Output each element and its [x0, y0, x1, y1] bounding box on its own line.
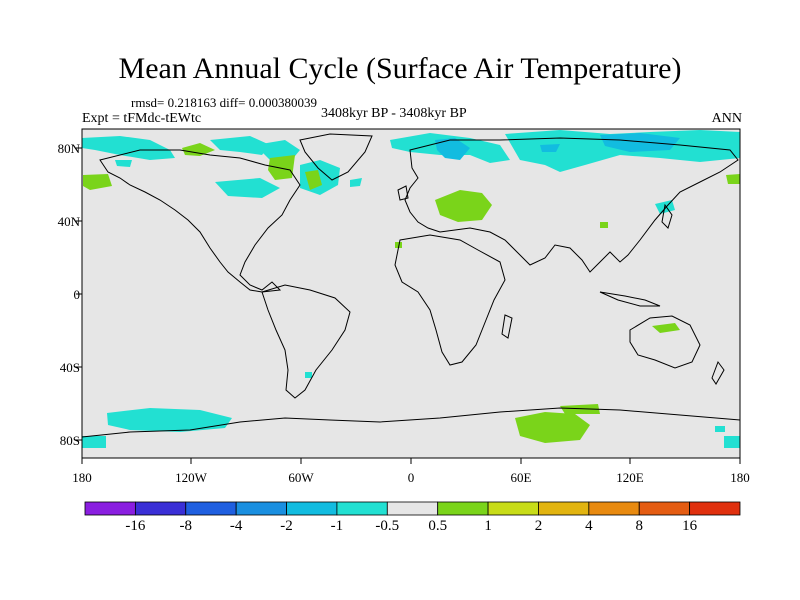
colorbar-box — [235, 501, 287, 516]
experiment-text: Expt = tFMdc-tEWtc — [82, 111, 202, 126]
lon-label: 180 — [730, 470, 750, 485]
anomaly-patch — [82, 136, 175, 160]
colorbar-box — [689, 501, 741, 516]
coastline-africa — [394, 234, 506, 366]
coastline-madagascar — [501, 314, 513, 339]
lat-label: 0 — [73, 287, 81, 302]
anomaly-patch — [652, 323, 680, 333]
colorbar-box — [588, 501, 640, 516]
colorbar-box — [286, 501, 338, 516]
colorbar-label: 8 — [635, 518, 643, 534]
anomaly-patch — [724, 436, 740, 448]
lon-label: 120E — [616, 470, 644, 485]
map-background — [82, 129, 740, 458]
colorbar-label: 4 — [585, 518, 593, 534]
axis-ticks — [76, 147, 741, 464]
colorbar-label: -8 — [179, 518, 193, 534]
colorbar-label: 16 — [682, 518, 698, 534]
colorbar-box — [185, 501, 237, 516]
colorbar-label: -0.5 — [375, 518, 400, 534]
colorbar-box — [386, 501, 439, 516]
colorbar-box — [638, 501, 691, 516]
lon-label: 60W — [288, 470, 314, 485]
coastlines — [81, 133, 741, 438]
anomaly-patch — [215, 178, 280, 198]
anomaly-patch — [182, 143, 215, 156]
lon-label: 180 — [72, 470, 92, 485]
lon-label: 120W — [175, 470, 207, 485]
anomaly-patch — [350, 178, 362, 187]
colorbar-box — [437, 501, 489, 516]
colorbar-label: 1 — [484, 518, 492, 534]
coastline-new-zealand — [711, 360, 725, 385]
colorbar-label: 0.5 — [428, 518, 448, 534]
coastline-indonesia — [599, 291, 661, 307]
colorbar-box — [84, 501, 136, 516]
anomaly-patch — [305, 372, 312, 378]
anomaly-patch — [305, 170, 322, 190]
colorbar-label: 2 — [534, 518, 543, 534]
coastline-australia — [629, 315, 701, 369]
anomaly-patch — [210, 136, 270, 155]
colorbar-label: -4 — [229, 518, 243, 534]
coastline-antarctica — [81, 407, 741, 438]
coastline-europe-asia — [404, 137, 739, 273]
anomaly-patch — [515, 412, 590, 443]
lat-label: 80S — [59, 433, 80, 448]
lon-label: 60E — [510, 470, 532, 485]
colorbar-box — [487, 501, 539, 516]
plot-title: Mean Annual Cycle (Surface Air Temperatu… — [118, 52, 682, 85]
coastline-greenland — [299, 133, 373, 181]
anomaly-patch — [540, 144, 560, 152]
anomaly-patch — [600, 222, 608, 228]
colorbar-box — [336, 501, 388, 516]
colorbar-box — [134, 501, 187, 516]
anomaly-patch — [115, 160, 132, 167]
lat-label: 80N — [57, 141, 80, 156]
colorbar-box — [538, 501, 590, 516]
anomaly-patch — [435, 190, 492, 222]
anomaly-patch — [600, 133, 680, 152]
coastline-south-america — [261, 284, 351, 399]
anomaly-patch — [82, 436, 106, 448]
period-text: 3408kyr BP - 3408kyr BP — [321, 106, 467, 121]
colorbar-label: -2 — [280, 518, 293, 534]
stats-text: rmsd= 0.218163 diff= 0.000380039 — [131, 95, 317, 110]
season-label: ANN — [711, 111, 742, 126]
coastline-north-america — [99, 149, 301, 293]
anomaly-patch — [715, 426, 725, 432]
anomaly-patches — [82, 130, 740, 448]
lat-label: 40S — [59, 360, 80, 375]
coastline-uk — [397, 185, 409, 201]
colorbar-label: -1 — [330, 518, 344, 534]
lat-label: 40N — [57, 214, 80, 229]
anomaly-patch — [83, 174, 112, 190]
anomaly-patch — [268, 155, 295, 180]
anomaly-patch — [726, 174, 740, 184]
anomaly-patch — [107, 408, 232, 432]
lon-label: 0 — [407, 470, 415, 485]
colorbar-label: -16 — [125, 518, 146, 534]
coastline-japan — [661, 203, 673, 229]
anomaly-patch — [505, 130, 740, 172]
anomaly-patch — [435, 138, 470, 160]
